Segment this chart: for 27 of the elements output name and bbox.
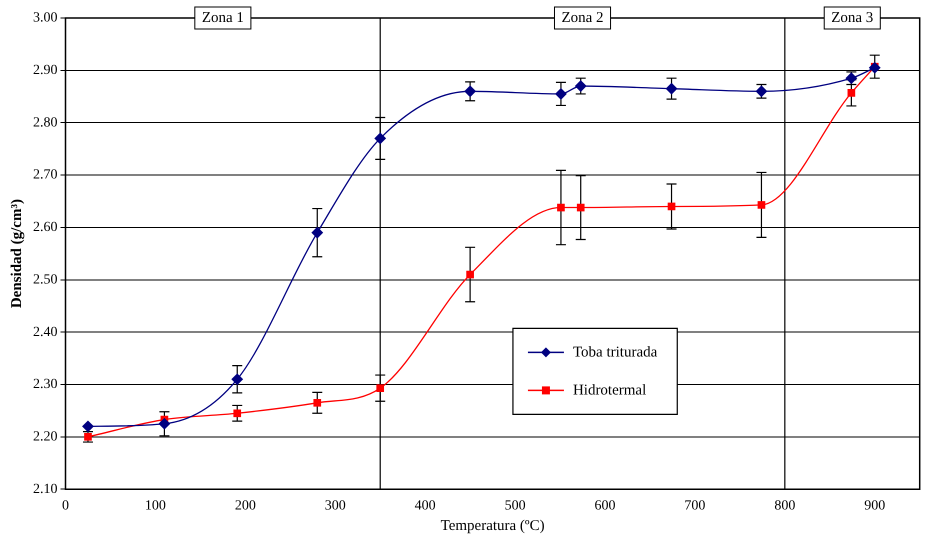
x-tick-label: 0 bbox=[62, 498, 69, 514]
annotation: Zona 1 bbox=[202, 10, 244, 26]
annotation: Zona 3 bbox=[831, 10, 874, 26]
annotation: Zona 2 bbox=[561, 10, 604, 26]
y-tick-label: 3.00 bbox=[33, 10, 58, 26]
y-tick-label: 2.10 bbox=[33, 482, 58, 497]
legend-label: Hidrotermal bbox=[572, 382, 646, 398]
x-tick-label: 800 bbox=[774, 498, 796, 514]
x-tick-label: 600 bbox=[594, 498, 616, 514]
x-tick-label: 200 bbox=[234, 498, 256, 514]
y-tick-label: 2.50 bbox=[33, 272, 58, 288]
y-tick-label: 2.90 bbox=[33, 63, 58, 78]
y-tick-label: 2.80 bbox=[33, 115, 58, 130]
x-tick-label: 500 bbox=[504, 498, 526, 514]
y-tick-label: 2.60 bbox=[33, 220, 58, 236]
x-tick-label: 700 bbox=[684, 498, 706, 514]
legend-label: Toba triturada bbox=[572, 344, 658, 360]
y-axis-title: Densidad (g/cm³) bbox=[8, 199, 25, 308]
y-tick-label: 2.40 bbox=[33, 324, 58, 340]
x-tick-label: 400 bbox=[414, 498, 436, 514]
x-axis-title: Temperatura (ºC) bbox=[440, 518, 545, 534]
y-tick-label: 2.30 bbox=[33, 377, 58, 392]
y-tick-label: 2.20 bbox=[33, 430, 58, 445]
y-tick-label: 2.70 bbox=[33, 168, 58, 183]
x-tick-label: 900 bbox=[864, 498, 886, 514]
x-tick-label: 300 bbox=[324, 498, 346, 514]
x-tick-label: 100 bbox=[144, 498, 166, 514]
